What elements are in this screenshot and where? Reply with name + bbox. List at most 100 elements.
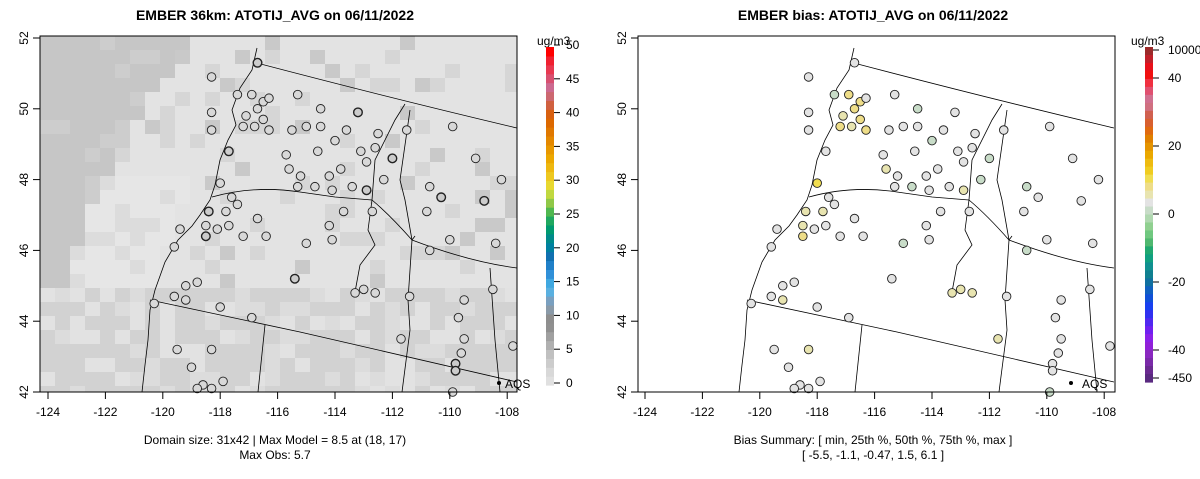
station-marker	[181, 281, 191, 291]
station-marker	[206, 125, 217, 135]
grid-cell	[370, 64, 386, 79]
grid-cell	[310, 246, 326, 261]
grid-cell	[220, 260, 236, 275]
station-marker	[944, 181, 954, 192]
grid-cell	[190, 92, 206, 107]
grid-cell	[310, 78, 326, 93]
grid-cell	[490, 92, 506, 107]
station-marker	[445, 235, 455, 245]
grid-cell	[55, 344, 71, 359]
grid-cell	[145, 176, 161, 191]
grid-cell	[415, 106, 431, 121]
grid-cell	[415, 330, 431, 345]
grid-cell	[235, 274, 251, 289]
station-marker	[387, 153, 398, 164]
grid-cell	[220, 176, 236, 191]
colorbar-swatch	[546, 64, 554, 75]
grid-cell	[130, 106, 146, 121]
station-marker	[803, 125, 814, 135]
y-tick-label: 48	[17, 173, 31, 187]
colorbar-swatch	[546, 162, 554, 173]
grid-cell	[400, 50, 416, 65]
grid-cell	[220, 78, 236, 93]
grid-cell	[265, 358, 281, 373]
grid-cell	[265, 190, 281, 205]
station-marker	[206, 383, 217, 394]
grid-cell	[70, 204, 86, 219]
grid-cell	[115, 316, 131, 331]
grid-cell	[175, 162, 191, 177]
grid-cell	[400, 316, 416, 331]
colorbar-swatch	[1145, 142, 1153, 152]
grid-cell	[415, 274, 431, 289]
grid-cell	[100, 50, 116, 65]
station-marker	[488, 284, 498, 295]
station-marker	[292, 181, 303, 192]
grid-cell	[145, 218, 161, 233]
grid-cell	[430, 316, 446, 331]
grid-cell	[40, 218, 56, 233]
colorbar-swatch	[546, 313, 554, 324]
grid-cell	[70, 120, 86, 135]
grid-cell	[310, 330, 326, 345]
station-marker	[1056, 295, 1066, 305]
grid-cell	[355, 36, 371, 51]
station-marker	[224, 220, 234, 231]
grid-cell	[295, 316, 311, 331]
station-marker	[999, 125, 1009, 135]
grid-cell	[85, 190, 101, 205]
grid-cell	[265, 64, 281, 79]
grid-cell	[460, 386, 476, 392]
station-marker	[789, 277, 799, 288]
colorbar-swatch	[546, 376, 554, 386]
grid-cell	[205, 330, 221, 345]
station-marker	[835, 231, 845, 241]
station-marker	[352, 107, 363, 118]
station-marker	[1047, 366, 1058, 376]
grid-cell	[385, 358, 401, 373]
grid-cell	[85, 232, 101, 247]
grid-cell	[505, 134, 517, 149]
grid-cell	[280, 344, 296, 359]
colorbar-label: 20	[566, 241, 580, 255]
plot-frame	[637, 35, 1116, 393]
grid-cell	[70, 106, 86, 121]
grid-cell	[460, 372, 476, 387]
grid-cell	[40, 36, 56, 51]
grid-cell	[175, 386, 191, 392]
grid-cell	[205, 372, 221, 387]
colorbar-swatch	[1145, 118, 1153, 128]
colorbar-swatch	[546, 55, 554, 66]
grid-cell	[235, 218, 251, 233]
grid-cell	[490, 162, 506, 177]
grid-cell	[85, 246, 101, 261]
grid-cell	[145, 78, 161, 93]
colorbar-swatch	[546, 100, 554, 110]
grid-cell	[340, 190, 356, 205]
station-marker	[241, 111, 251, 121]
grid-cell	[385, 316, 401, 331]
grid-cell	[460, 260, 476, 275]
grid-cell	[130, 274, 146, 289]
axes: -124 -122 -120 -118 -116 -114 -112 -110 -108 42 44…	[615, 31, 1117, 419]
grid-cell	[40, 246, 56, 261]
colorbar-swatch	[1145, 134, 1153, 144]
colorbar-swatch	[546, 278, 554, 288]
grid-cell	[415, 288, 431, 303]
grid-cell	[235, 260, 251, 275]
grid-cell	[280, 232, 296, 247]
station-marker	[258, 114, 269, 125]
grid-cell	[190, 162, 206, 177]
grid-cell	[40, 190, 56, 205]
grid-cell	[40, 344, 56, 359]
bias-stations	[746, 58, 1115, 397]
station-marker	[341, 125, 352, 135]
grid-cell	[145, 162, 161, 177]
grid-cell	[145, 232, 161, 247]
grid-cell	[265, 330, 281, 345]
station-marker	[252, 57, 263, 68]
grid-cell	[475, 92, 491, 107]
y-tick-label: 48	[615, 173, 629, 187]
station-marker	[379, 174, 389, 185]
grid-cell	[100, 190, 116, 205]
